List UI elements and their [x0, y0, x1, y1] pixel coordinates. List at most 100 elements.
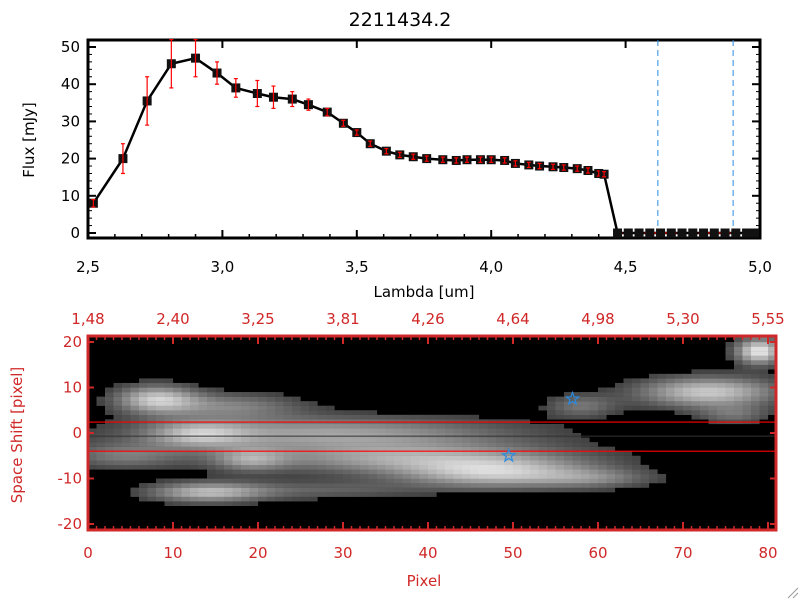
- heatmap-cell: [249, 423, 259, 429]
- heatmap-cell: [436, 437, 446, 443]
- heatmap-cell: [198, 496, 208, 502]
- heatmap-cell: [462, 460, 471, 466]
- heatmap-cell: [258, 423, 267, 429]
- heatmap: [88, 336, 777, 530]
- heatmap-cell: [292, 410, 301, 415]
- heatmap-cell: [555, 478, 565, 484]
- heatmap-cell: [147, 392, 157, 397]
- heatmap-cell: [241, 496, 250, 502]
- heatmap-cell: [249, 451, 259, 456]
- heatmap-cell: [283, 464, 293, 470]
- heatmap-cell: [249, 401, 259, 406]
- heatmap-cell: [139, 387, 148, 393]
- heatmap-cell: [343, 414, 352, 420]
- heatmap-cell: [164, 414, 174, 420]
- heatmap-cell: [275, 469, 284, 475]
- heatmap-cell: [547, 442, 556, 447]
- heatmap-cell: [224, 433, 233, 438]
- heatmap-cell: [572, 451, 582, 456]
- heatmap-cell: [266, 455, 276, 461]
- heatmap-cell: [547, 460, 556, 466]
- heatmap-cell: [751, 355, 760, 361]
- heatmap-cell: [581, 451, 590, 456]
- y-tick-label: -10: [58, 470, 83, 488]
- heatmap-cell: [190, 382, 199, 388]
- heatmap-cell: [292, 492, 301, 497]
- heatmap-cell: [190, 423, 199, 429]
- heatmap-cell: [156, 455, 165, 461]
- heatmap-cell: [445, 433, 454, 438]
- heatmap-cell: [173, 464, 182, 470]
- heatmap-cell: [241, 492, 250, 497]
- heatmap-cell: [572, 401, 582, 406]
- heatmap-cell: [343, 473, 352, 479]
- heatmap-cell: [666, 405, 675, 411]
- heatmap-cell: [326, 437, 335, 443]
- heatmap-cell: [759, 369, 769, 375]
- heatmap-cell: [241, 392, 250, 397]
- heatmap-cell: [343, 442, 352, 447]
- heatmap-cell: [402, 446, 412, 452]
- heatmap-cell: [105, 396, 114, 402]
- heatmap-cell: [343, 437, 352, 443]
- heatmap-cell: [241, 410, 250, 415]
- heatmap-cell: [411, 478, 420, 484]
- heatmap-cell: [470, 473, 480, 479]
- heatmap-cell: [453, 464, 463, 470]
- heatmap-cell: [521, 433, 531, 438]
- heatmap-cell: [266, 492, 276, 497]
- heatmap-cell: [351, 464, 361, 470]
- heatmap-cell: [530, 455, 539, 461]
- heatmap-cell: [258, 410, 267, 415]
- heatmap-cell: [691, 401, 701, 406]
- heatmap-cell: [419, 433, 429, 438]
- heatmap-cell: [504, 478, 514, 484]
- heatmap-cell: [343, 460, 352, 466]
- heatmap-cell: [309, 487, 318, 493]
- heatmap-cell: [360, 464, 369, 470]
- heatmap-cell: [300, 433, 310, 438]
- heatmap-cell: [564, 437, 573, 443]
- heatmap-cell: [113, 414, 123, 420]
- heatmap-cell: [377, 473, 386, 479]
- heatmap-cell: [147, 396, 157, 402]
- heatmap-cell: [232, 437, 242, 443]
- heatmap-cell: [351, 414, 361, 420]
- heatmap-cell: [343, 455, 352, 461]
- heatmap-cell: [232, 464, 242, 470]
- heatmap-cell: [368, 473, 378, 479]
- heatmap-cell: [122, 396, 131, 402]
- heatmap-cell: [224, 405, 233, 411]
- heatmap-cell: [309, 410, 318, 415]
- heatmap-cell: [317, 410, 327, 415]
- heatmap-cell: [300, 451, 310, 456]
- heatmap-cell: [751, 369, 760, 375]
- heatmap-cell: [147, 460, 157, 466]
- heatmap-cell: [598, 396, 607, 402]
- resize-grip-icon[interactable]: [787, 587, 799, 599]
- heatmap-cell: [564, 473, 573, 479]
- heatmap-cell: [113, 396, 123, 402]
- heatmap-cell: [334, 433, 344, 438]
- heatmap-cell: [249, 437, 259, 443]
- heatmap-cell: [708, 373, 718, 379]
- heatmap-cell: [657, 392, 667, 397]
- heatmap-cell: [445, 442, 454, 447]
- heatmap-cell: [530, 446, 539, 452]
- heatmap-cell: [734, 351, 743, 356]
- heatmap-cell: [759, 342, 769, 347]
- heatmap-cell: [317, 433, 327, 438]
- heatmap-cell: [198, 410, 208, 415]
- heatmap-cell: [717, 396, 726, 402]
- heatmap-cell: [156, 387, 165, 393]
- heatmap-cell: [377, 460, 386, 466]
- heatmap-cell: [173, 433, 182, 438]
- heatmap-cell: [615, 396, 624, 402]
- heatmap-cell: [640, 405, 650, 411]
- heatmap-cell: [181, 392, 191, 397]
- heatmap-cell: [640, 392, 650, 397]
- heatmap-cell: [487, 469, 497, 475]
- heatmap-cell: [309, 469, 318, 475]
- heatmap-cell: [258, 460, 267, 466]
- heatmap-cell: [462, 446, 471, 452]
